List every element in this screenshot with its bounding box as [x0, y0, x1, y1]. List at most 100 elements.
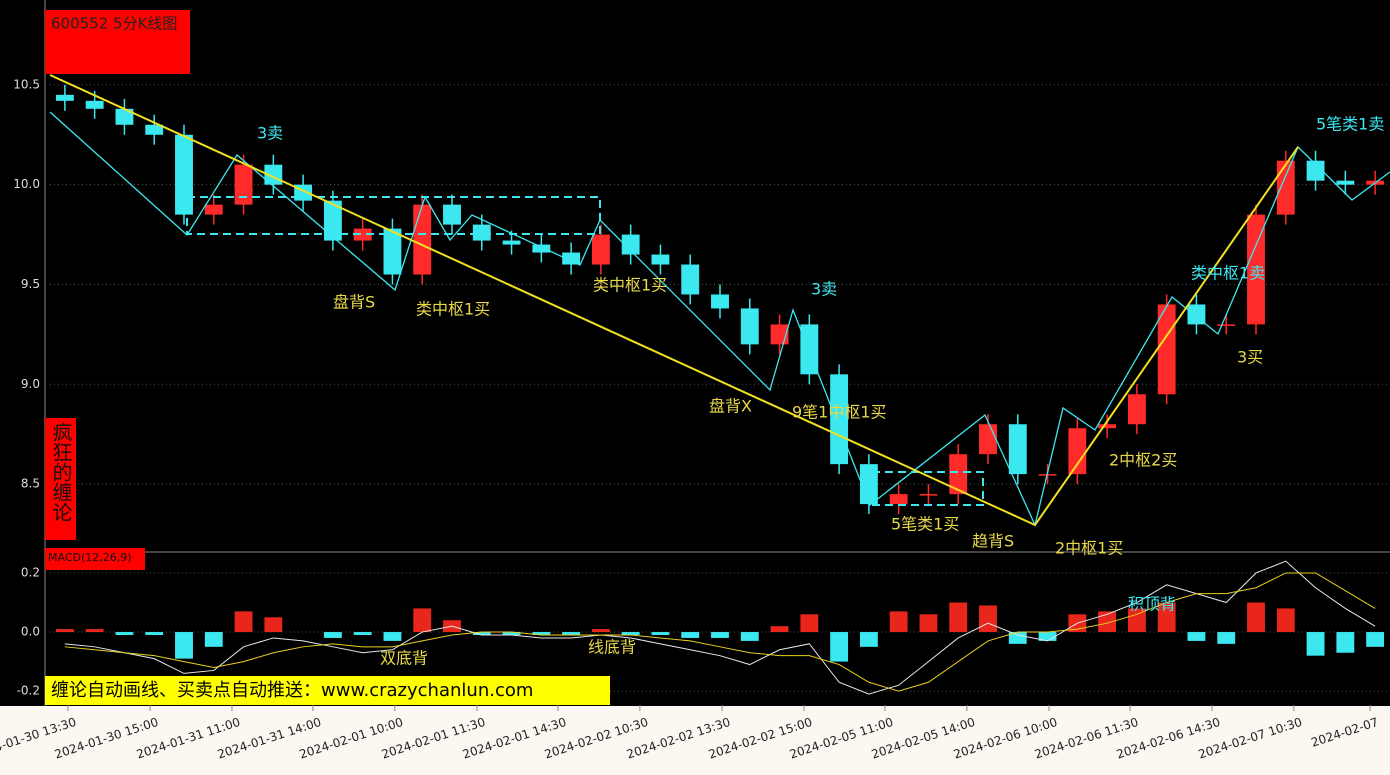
annotation: 积顶背 [1128, 595, 1176, 614]
pivot-box [186, 196, 601, 235]
macd-bar [1247, 602, 1265, 633]
title-box [45, 10, 190, 74]
candle-body [502, 240, 521, 245]
macd-title: MACD(12,26,9) [48, 551, 132, 564]
annotation: 3卖 [257, 124, 283, 143]
annotation: 5笔类1卖 [1316, 115, 1384, 134]
y-tick-label: 0.0 [21, 625, 40, 639]
candle-body [1098, 424, 1117, 429]
y-tick-label: 10.5 [13, 77, 40, 91]
y-tick-label: -0.2 [17, 684, 40, 698]
annotation: 线底背 [588, 638, 636, 657]
macd-bar [1366, 632, 1385, 647]
candle-body [1187, 304, 1206, 325]
y-tick-label: 9.5 [21, 277, 40, 291]
macd-bar [889, 611, 908, 633]
macd-bar [591, 629, 610, 633]
macd-bar [204, 632, 223, 647]
annotation: 类中枢1卖 [1191, 264, 1265, 283]
pivot-box [871, 471, 984, 506]
macd-bar [859, 632, 878, 647]
macd-bar [621, 632, 640, 635]
macd-bar [1187, 632, 1206, 641]
chart-title: 600552 5分K线图 [51, 15, 177, 33]
candle-body [1306, 160, 1325, 181]
annotation: 9笔1中枢1买 [792, 403, 887, 422]
annotation: 趋背S [972, 532, 1014, 551]
macd-bar [1098, 611, 1117, 633]
macd-label-box [45, 548, 145, 570]
candle-body [562, 252, 581, 265]
macd-bar [1217, 632, 1236, 644]
x-axis-area [0, 706, 1390, 775]
candle-body [711, 294, 729, 309]
candle-body [115, 108, 134, 125]
macd-bar [800, 614, 819, 633]
macd-bar [711, 632, 729, 638]
macd-bar [532, 632, 551, 635]
macd-bar [770, 626, 789, 633]
candle-body [740, 308, 759, 345]
macd-bar [502, 632, 521, 635]
macd-bar [383, 632, 402, 641]
macd-bar [681, 632, 700, 638]
macd-bar [1276, 608, 1295, 633]
macd-bar [115, 632, 134, 635]
macd-bar [175, 632, 193, 659]
macd-line [64, 560, 1376, 695]
annotation: 盘背X [709, 397, 752, 416]
candle-body [1247, 214, 1265, 325]
annotation: 盘背S [333, 293, 375, 312]
stroke-lines [49, 111, 1390, 527]
macd-bar [1336, 632, 1355, 653]
candle-body [591, 234, 610, 265]
banner-box [45, 676, 610, 705]
macd-line [64, 572, 1376, 692]
candle-body [1157, 304, 1176, 395]
candle-body [383, 228, 402, 275]
macd-bar [740, 632, 759, 641]
annotation: 3卖 [811, 280, 837, 299]
side-box [45, 418, 76, 540]
banner: 缠论自动画线、买卖点自动推送：www.crazychanlun.com [51, 680, 533, 701]
macd-bar [234, 611, 253, 633]
candle-body [1276, 160, 1295, 215]
macd-bar [1157, 602, 1176, 633]
y-tick-label: 10.0 [13, 177, 40, 191]
candle-body [919, 494, 938, 496]
candle-body [651, 254, 670, 265]
annotation: 双底背 [380, 649, 428, 668]
macd-bar [979, 605, 997, 633]
candle-body [204, 204, 223, 215]
macd-bar [472, 632, 491, 635]
candle-body [145, 124, 164, 135]
candle-body [175, 134, 193, 215]
candle-body [234, 164, 253, 205]
side-label: 疯狂的缠论 [49, 422, 73, 522]
macd-bar [919, 614, 938, 633]
candle-body [1127, 394, 1146, 425]
candle-body [859, 464, 878, 505]
annotation: 2中枢1买 [1055, 539, 1123, 558]
y-tick-label: 0.2 [21, 565, 40, 579]
candle-body [532, 244, 551, 253]
macd-bar [651, 632, 670, 635]
candle-body [353, 228, 372, 241]
candle-body [681, 264, 700, 295]
annotation: 5笔类1买 [891, 515, 959, 534]
y-tick-label: 9.0 [21, 377, 40, 391]
candle-body [889, 494, 908, 505]
candle-body [323, 200, 342, 241]
y-tick-label: 8.5 [21, 477, 40, 491]
segment-lines [49, 74, 1299, 527]
candle-body [979, 424, 997, 455]
macd-bar [55, 629, 74, 633]
candle-body [1217, 324, 1236, 326]
macd-bar [85, 629, 104, 633]
macd-bar [949, 602, 968, 633]
macd-bar [1008, 632, 1027, 644]
candle-body [1008, 424, 1027, 475]
macd-bar [413, 608, 432, 633]
macd-bar [1127, 608, 1146, 633]
